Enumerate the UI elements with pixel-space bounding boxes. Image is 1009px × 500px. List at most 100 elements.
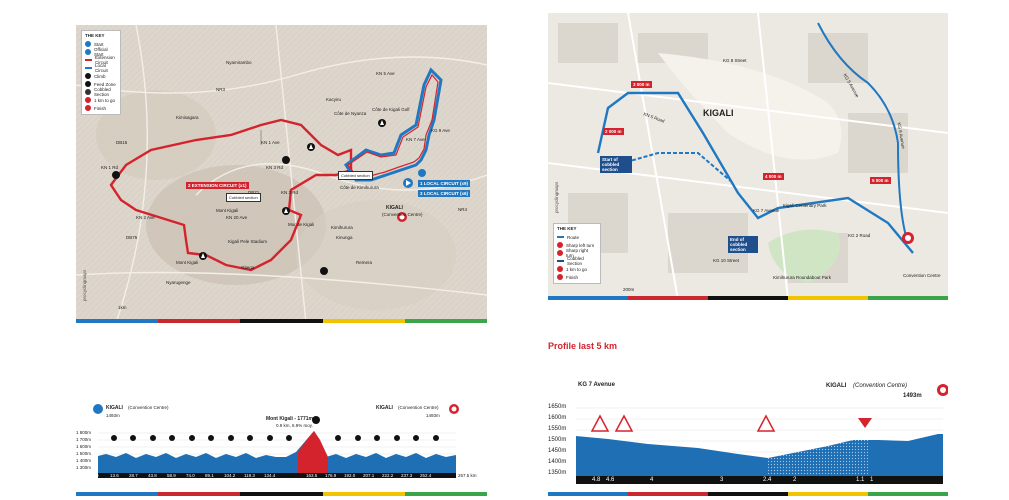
profile-heading: Profile last 5 km xyxy=(548,341,618,351)
roundabout-park xyxy=(768,229,840,283)
label-db76: DB76 xyxy=(126,235,138,240)
label-nr3: NR3 xyxy=(216,87,226,92)
extension-profile-area xyxy=(298,431,328,473)
turn-sign-3 xyxy=(756,414,776,432)
street-kg8: KG 8 Street xyxy=(723,58,747,63)
label-kn20: KN 20 Ave xyxy=(226,215,248,220)
label-kn7av: KN 7 Ave xyxy=(406,137,425,142)
start-icon xyxy=(85,41,91,47)
label-db15: DB15 xyxy=(116,140,128,145)
left-route-map: THE KEY Start Official Start Extension C… xyxy=(76,25,487,323)
prof-start-alt: 1493m xyxy=(106,413,120,418)
extension-line-icon xyxy=(85,59,92,61)
left-profile-area xyxy=(98,431,456,473)
climb-label-mont: Mont Kigali xyxy=(176,260,199,265)
street-kg2: KG 2 Road xyxy=(848,233,871,238)
profile-start-marker xyxy=(93,404,103,414)
right-key-title: THE KEY xyxy=(557,226,577,231)
cobbled-profile-area xyxy=(768,440,868,476)
label-kacyiru: Kacyiru xyxy=(326,97,342,102)
brand-label: procyclingmaps xyxy=(82,269,87,301)
label-convention-centre: Convention Centre xyxy=(903,273,941,278)
local-circuit-tag-2: 3 LOCAL CIRCUIT (x6) xyxy=(418,190,470,197)
one-km-icon xyxy=(557,266,563,272)
right-elevation-profile: KG 7 Avenue KIGALI (Convention Centre) 1… xyxy=(548,376,948,496)
label-gitega: Gitega xyxy=(241,265,255,270)
label-kn2av: KN 2 Ave xyxy=(136,215,155,220)
label-kinunga: Kinunga xyxy=(336,235,353,240)
local-circuit-line xyxy=(343,67,443,182)
distance-4000: 4 000 m xyxy=(763,173,784,180)
prof-start-sub: (Convention Centre) xyxy=(128,405,169,410)
right-city-label: KIGALI xyxy=(703,108,734,118)
scale-bar: 1km xyxy=(118,305,127,310)
climb-icon xyxy=(85,73,91,79)
feed-zone-marker-2 xyxy=(112,171,120,179)
city-label-kigali: KIGALI xyxy=(386,205,403,211)
label-nyamirambo: Nyamirambo xyxy=(226,60,252,65)
right-finish-icon xyxy=(557,274,563,280)
right-scale: 200m xyxy=(623,287,635,292)
km-to-go-icon xyxy=(85,97,91,103)
label-db71: DB71 xyxy=(248,190,259,195)
local-circuit-tag-1: 1 LOCAL CIRCUIT (x9) xyxy=(418,180,470,187)
right-map-key: THE KEY Route Sharp left turn Sharp righ… xyxy=(553,223,601,284)
right-map-color-stripe xyxy=(548,296,948,300)
local-line-icon xyxy=(85,67,92,69)
label-kimisagara: Kimisagara xyxy=(176,115,199,120)
climb-label-mur: Mur de Kigali xyxy=(288,222,315,227)
right-turn-icon xyxy=(557,250,563,256)
feed-zone-marker xyxy=(320,267,328,275)
street-kg7: KG 7 Avenue xyxy=(753,208,780,213)
cobble-section-icon xyxy=(557,260,564,262)
right-profile-color-stripe xyxy=(548,492,948,496)
prof-finish-sub: (Convention Centre) xyxy=(398,405,439,410)
right-brand: procyclingmaps xyxy=(554,181,559,213)
prof-start-label: KIGALI xyxy=(106,405,123,411)
cobbled-section-box: Cobbled section xyxy=(338,171,373,180)
left-elevation-profile: KIGALI (Convention Centre) 1493m KIGALI … xyxy=(76,378,487,496)
climb-label-golf: Côte de Kigali Golf xyxy=(372,107,410,112)
label-kn1rd: KN 1 Rd xyxy=(101,165,119,170)
climb-marker-extra xyxy=(282,156,290,164)
street-kg10: KG 10 Street xyxy=(713,258,740,263)
city-label-convention: (Convention Centre) xyxy=(382,212,423,217)
right-prof-finish-alt: 1493m xyxy=(903,393,922,399)
prof-peak-sub: 0.9 km, 6.9% moy. xyxy=(276,423,313,428)
climb-label-nyanza: Côte de Nyanza xyxy=(334,111,367,116)
route-icon xyxy=(557,236,564,238)
right-prof-finish-sub: (Convention Centre) xyxy=(853,383,908,389)
distance-3000: 3 000 m xyxy=(631,81,652,88)
profile-peak-marker xyxy=(312,416,320,424)
end-cobbled-box: End of cobbled section xyxy=(728,236,758,253)
label-kimihurura: Kimihurura xyxy=(331,225,353,230)
label-kn1: KN 1 Ave xyxy=(261,140,280,145)
official-start-icon xyxy=(85,49,91,55)
left-map-terrain xyxy=(76,25,487,323)
finish-icon xyxy=(85,105,91,111)
label-kg9av: KG 9 Ave xyxy=(431,128,450,133)
label-mount-kigali: Mont Kigali xyxy=(216,208,239,213)
extension-circuit-line xyxy=(109,118,353,272)
feed-zone-icon xyxy=(85,81,91,87)
prof-finish-label: KIGALI xyxy=(376,405,393,411)
left-map-color-stripe xyxy=(76,319,487,323)
left-profile-color-stripe xyxy=(76,492,487,496)
left-turn-icon xyxy=(557,242,563,248)
prof-peak-label: Mont Kigali - 1771m xyxy=(266,416,313,422)
turn-sign-1 xyxy=(590,414,610,432)
label-remera: Remera xyxy=(356,260,373,265)
one-km-flag xyxy=(858,418,872,428)
right-profile-area xyxy=(576,434,943,476)
prof-finish-alt: 1493m xyxy=(426,413,440,418)
label-nyarugenge: Nyarugenge xyxy=(166,280,191,285)
finish-route-line xyxy=(596,91,914,254)
left-map-key: THE KEY Start Official Start Extension C… xyxy=(81,30,121,115)
label-kn3rd: KN 3 Rd xyxy=(266,165,284,170)
label-nr4: NR4 xyxy=(458,207,468,212)
cobbled-section-box-2: Cobbled section xyxy=(226,193,261,202)
label-centenary-park: Kigali Centenary Park xyxy=(783,203,827,208)
label-kn5av: KN 5 Ave xyxy=(376,71,395,76)
extension-circuit-tag: 2 EXTENSION CIRCUIT (x1) xyxy=(186,182,249,189)
key-title: THE KEY xyxy=(85,33,105,38)
